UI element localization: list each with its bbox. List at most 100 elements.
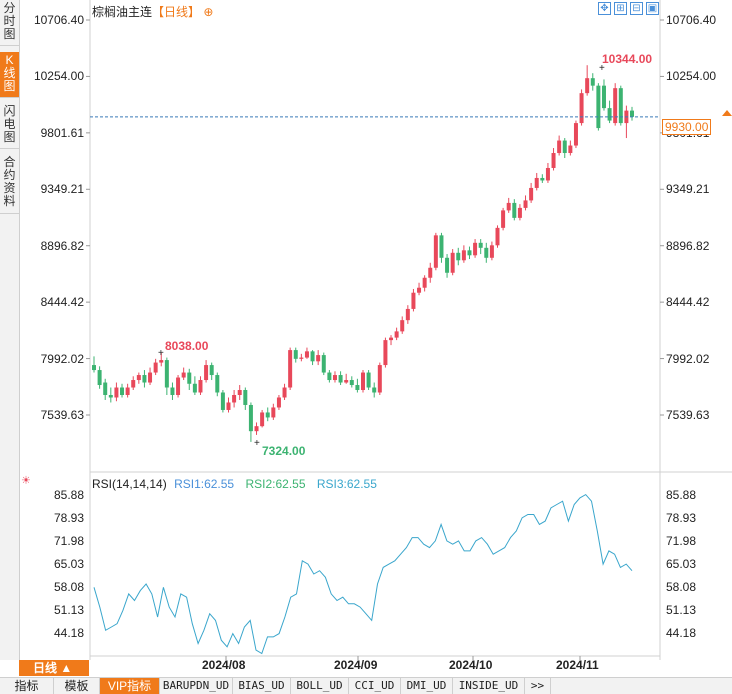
candle-body — [394, 331, 399, 338]
candle-body — [293, 350, 298, 359]
zoom-out-icon[interactable]: ⊟ — [630, 2, 643, 15]
local-high-annotation: + 8038.00 — [158, 339, 209, 359]
date-axis-label: 2024/08 — [202, 658, 246, 672]
tab-cci-ud[interactable]: CCI_UD — [349, 678, 401, 694]
candle-body — [299, 357, 304, 359]
tab-barupdn-ud[interactable]: BARUPDN_UD — [160, 678, 233, 694]
candle-body — [288, 350, 293, 388]
tab-bias-ud[interactable]: BIAS_UD — [233, 678, 291, 694]
price-axis-label-left: 10706.40 — [33, 13, 84, 27]
low-cross-icon: + — [254, 438, 260, 449]
candle-body — [187, 372, 192, 384]
rsi-axis-label: 51.13 — [666, 603, 697, 617]
candle-body — [125, 387, 130, 395]
tab-lightning[interactable]: 闪电图 — [0, 103, 19, 149]
rsi1-value: RSI1:62.55 — [174, 477, 235, 491]
candle-body — [411, 292, 416, 309]
tab-dmi-ud[interactable]: DMI_UD — [401, 678, 453, 694]
candle-body — [422, 277, 427, 288]
tab-boll-ud[interactable]: BOLL_UD — [291, 678, 349, 694]
rsi-axis-label: 58.08 — [666, 580, 697, 594]
price-axis-label-left: 9349.21 — [40, 182, 84, 197]
rsi-axis-label-left: 71.98 — [53, 534, 84, 548]
settings-sun-icon[interactable]: ☀ — [21, 475, 31, 487]
fullscreen-icon[interactable]: ▣ — [646, 2, 659, 15]
candle-body — [220, 392, 225, 410]
candle-body — [389, 337, 394, 341]
current-price-tag: 9930.00 — [662, 119, 712, 135]
candle-body — [630, 110, 634, 117]
left-tab-bar: 分时图 K线图 闪电图 合约资料 — [0, 0, 20, 660]
candle-body — [489, 245, 494, 258]
candle-body — [405, 308, 410, 321]
candle-body — [562, 140, 567, 154]
price-axis-label: 9349.21 — [666, 182, 710, 197]
tab-vip-indicators[interactable]: VIP指标 — [100, 678, 160, 694]
candle-body — [551, 153, 556, 168]
candle-body — [484, 247, 489, 258]
tab-templates[interactable]: 模板 — [54, 678, 100, 694]
candle-body — [243, 390, 248, 405]
candle-body — [103, 382, 108, 395]
low-label: 7324.00 — [262, 444, 306, 458]
candle-body — [254, 426, 259, 432]
candle-body — [601, 85, 606, 109]
candle-body — [383, 340, 388, 366]
add-icon[interactable]: ⊕ — [203, 5, 214, 19]
candle-body — [607, 108, 612, 121]
high-cross-icon: + — [599, 63, 605, 74]
period-button[interactable]: 日线 ▲ — [19, 660, 89, 676]
price-axis-label-left: 10254.00 — [33, 69, 84, 84]
tab-indicators[interactable]: 指标 — [0, 678, 54, 694]
more-tabs-button[interactable]: >> — [525, 678, 551, 694]
candle-body — [304, 351, 309, 358]
tab-contract-info[interactable]: 合约资料 — [0, 154, 19, 214]
candle-body — [344, 380, 349, 383]
candle-body — [282, 387, 287, 398]
candle-body — [545, 167, 550, 181]
candle-body — [473, 242, 478, 256]
candle-body — [271, 407, 276, 418]
candle-body — [467, 250, 472, 256]
kline-chart[interactable]: + 10344.00 + 8038.00 + 7324.00 — [0, 0, 732, 676]
date-axis-label: 2024/09 — [334, 658, 378, 672]
rsi2-value: RSI2:62.55 — [245, 477, 306, 491]
candle-body — [596, 85, 601, 129]
period-label: 【日线】 — [152, 5, 201, 19]
rsi-title: RSI(14,14,14) — [92, 477, 167, 491]
candle-body — [316, 355, 321, 362]
candle-body — [573, 123, 578, 146]
candle-body — [332, 375, 337, 381]
candle-body — [579, 93, 584, 124]
candle-body — [327, 372, 332, 381]
candle-body — [321, 355, 326, 373]
price-axis-label-left: 8896.82 — [40, 238, 84, 253]
candle-body — [495, 227, 500, 246]
zoom-in-icon[interactable]: ⊞ — [614, 2, 627, 15]
candle-body — [92, 365, 96, 371]
tab-timeshare[interactable]: 分时图 — [0, 0, 19, 46]
price-arrow-icon — [722, 110, 732, 116]
candle-body — [529, 187, 534, 201]
candle-body — [148, 372, 153, 383]
rsi3-value: RSI3:62.55 — [316, 477, 377, 491]
candle-body — [372, 387, 377, 393]
candle-body — [108, 394, 113, 398]
candle-body — [534, 177, 539, 188]
candle-body — [501, 210, 506, 228]
candle-body — [338, 375, 343, 383]
candle-body — [276, 397, 281, 408]
tab-kline[interactable]: K线图 — [0, 52, 19, 98]
rsi-axis-label-left: 51.13 — [53, 603, 84, 617]
local-high-cross-icon: + — [158, 348, 164, 359]
rsi-axis-label: 85.88 — [666, 488, 697, 502]
candle-body — [131, 380, 136, 388]
candle-body — [181, 372, 186, 378]
tab-inside-ud[interactable]: INSIDE_UD — [453, 678, 525, 694]
price-axis-label-left: 8444.42 — [40, 295, 84, 310]
move-icon[interactable]: ✥ — [598, 2, 611, 15]
candle-body — [198, 380, 203, 393]
candle-body — [164, 360, 169, 388]
bottom-tab-bar: 指标 模板 VIP指标 BARUPDN_UD BIAS_UD BOLL_UD C… — [0, 677, 732, 694]
candle-body — [361, 372, 365, 391]
